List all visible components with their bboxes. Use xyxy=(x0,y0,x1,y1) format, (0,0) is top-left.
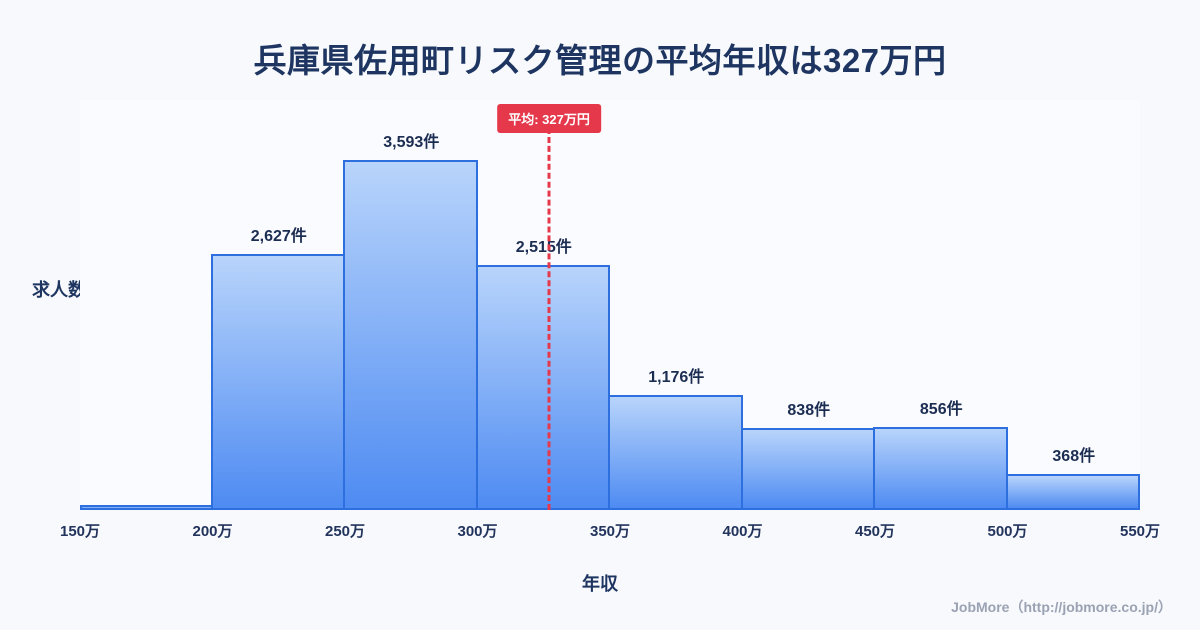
histogram-bar: 2,515件 xyxy=(475,100,610,510)
bar-rect xyxy=(343,160,478,510)
histogram-bar: 838件 xyxy=(740,100,875,510)
histogram-bar: 856件 xyxy=(873,100,1008,510)
plot-area: 平均: 327万円 2,627件 3,593件 2,515件 1,176件 838件 85… xyxy=(80,100,1140,510)
x-tick-label: 350万 xyxy=(589,523,631,540)
histogram-bar xyxy=(80,100,213,510)
bar-value-label: 2,515件 xyxy=(515,239,572,256)
bar-value-label: 856件 xyxy=(919,401,963,418)
x-tick-label: 500万 xyxy=(987,523,1028,540)
bar-rect xyxy=(80,505,213,510)
bar-rect xyxy=(608,395,743,510)
histogram-bar: 1,176件 xyxy=(608,100,743,510)
x-tick-label: 150万 xyxy=(59,523,101,540)
bar-value-label: 2,627件 xyxy=(250,228,307,245)
y-axis-label: 求人数 xyxy=(32,280,86,300)
page-title: 兵庫県佐用町リスク管理の平均年収は327万円 xyxy=(253,42,947,79)
bar-value-label: 838件 xyxy=(787,402,831,419)
bar-rect xyxy=(740,428,875,510)
bar-value-label: 368件 xyxy=(1052,448,1096,465)
bar-value-label: 3,593件 xyxy=(383,134,440,151)
bar-rect xyxy=(1005,474,1140,510)
x-tick-label: 200万 xyxy=(192,523,233,540)
x-tick-label: 400万 xyxy=(722,523,763,540)
attribution-credit: JobMore（http://jobmore.co.jp/） xyxy=(951,599,1172,615)
average-badge: 平均: 327万円 xyxy=(497,104,601,133)
histogram-bar: 368件 xyxy=(1005,100,1140,510)
bar-value-label: 1,176件 xyxy=(648,369,705,386)
x-axis-label: 年収 xyxy=(582,574,618,594)
x-axis-ticks: 150万 200万 250万 300万 350万 400万 450万 500万 550万 xyxy=(60,520,1160,542)
histogram-bar: 3,593件 xyxy=(343,100,478,510)
bar-rect xyxy=(873,427,1008,510)
x-tick-label: 250万 xyxy=(324,523,366,540)
x-tick-label: 550万 xyxy=(1119,523,1161,540)
bar-rect xyxy=(475,265,610,510)
x-tick-label: 450万 xyxy=(854,523,896,540)
average-line xyxy=(547,128,551,510)
bar-rect xyxy=(210,254,345,510)
x-tick-label: 300万 xyxy=(457,523,498,540)
histogram-bar: 2,627件 xyxy=(210,100,345,510)
